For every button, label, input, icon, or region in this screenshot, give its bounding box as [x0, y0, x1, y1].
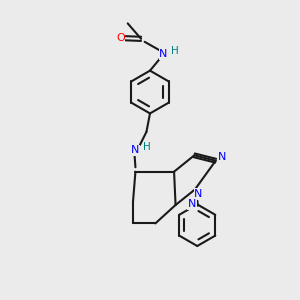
Text: H: H: [171, 46, 178, 56]
Text: N: N: [218, 152, 226, 162]
Text: N: N: [194, 189, 202, 199]
Text: N: N: [131, 145, 140, 155]
Text: O: O: [116, 33, 125, 43]
Text: N: N: [159, 49, 168, 59]
Text: N: N: [188, 200, 196, 209]
Text: H: H: [143, 142, 151, 152]
